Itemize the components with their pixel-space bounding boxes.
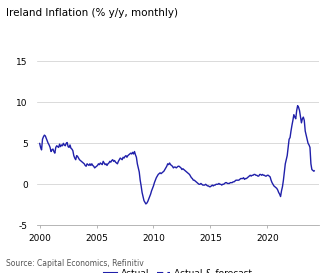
Text: Ireland Inflation (% y/y, monthly): Ireland Inflation (% y/y, monthly) [6,8,178,18]
Legend: Actual, Actual & forecast: Actual, Actual & forecast [100,266,255,273]
Text: Source: Capital Economics, Refinitiv: Source: Capital Economics, Refinitiv [6,259,144,268]
